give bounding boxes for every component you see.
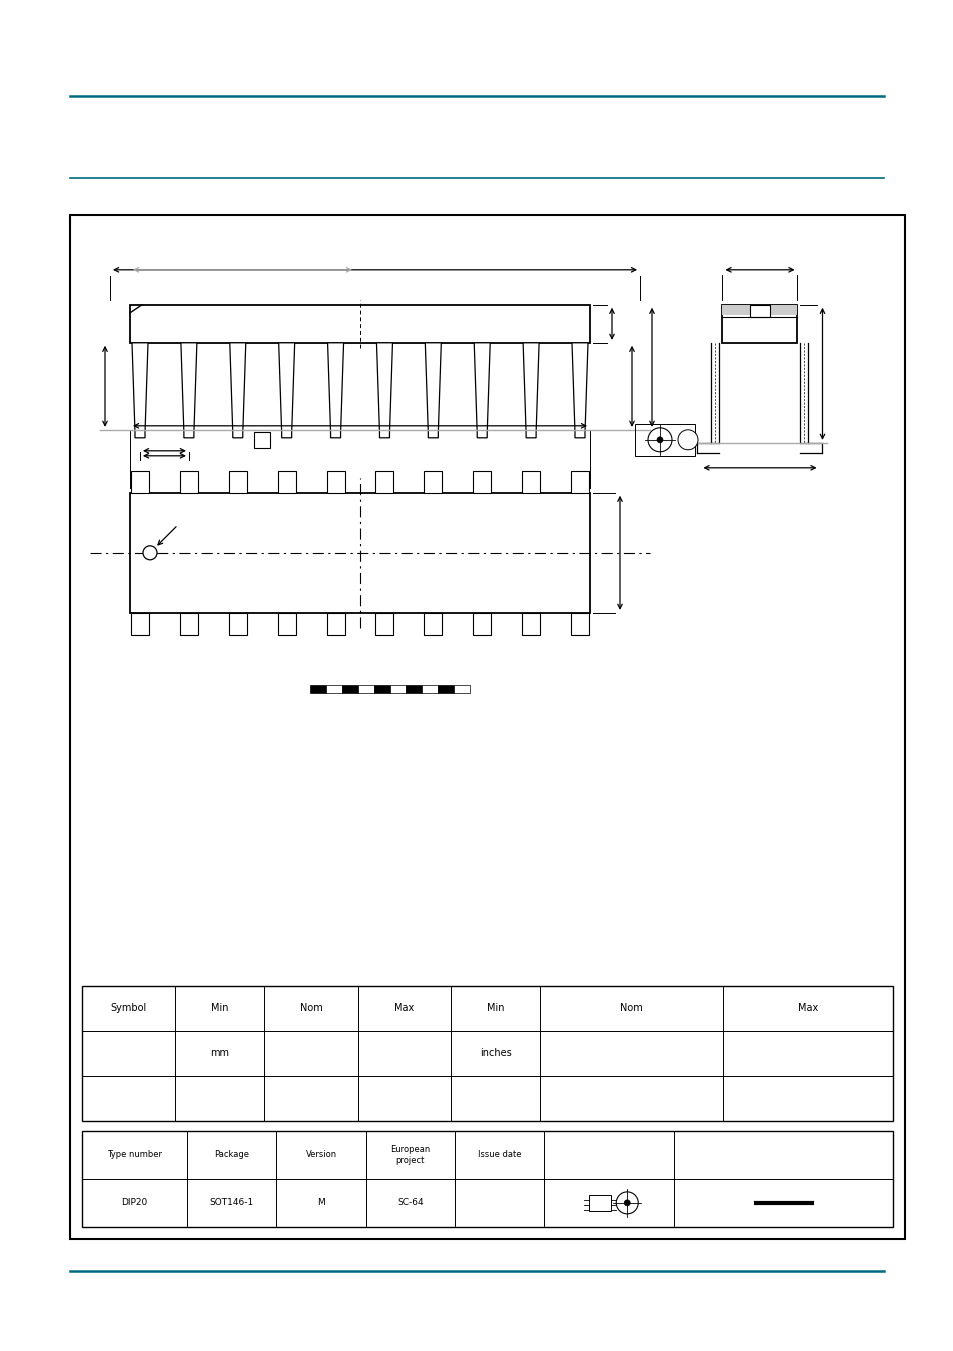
Text: Package: Package: [214, 1150, 249, 1159]
Bar: [721, 305, 797, 315]
Bar: [374, 685, 390, 693]
Bar: [357, 685, 374, 693]
Text: Min: Min: [486, 1004, 504, 1013]
Circle shape: [678, 430, 698, 450]
Circle shape: [657, 436, 662, 443]
Text: Type number: Type number: [107, 1150, 162, 1159]
Bar: [229, 470, 247, 493]
Polygon shape: [278, 343, 294, 438]
Circle shape: [623, 1200, 630, 1206]
Polygon shape: [327, 343, 343, 438]
Bar: [521, 470, 539, 493]
Polygon shape: [376, 343, 392, 438]
Text: European
project: European project: [390, 1146, 430, 1165]
Bar: [749, 305, 769, 316]
Bar: [310, 685, 326, 693]
Bar: [70, 215, 904, 1239]
Bar: [82, 1131, 892, 1227]
Text: inches: inches: [479, 1048, 511, 1058]
Bar: [180, 470, 197, 493]
Text: SOT146-1: SOT146-1: [210, 1198, 253, 1208]
Bar: [253, 432, 270, 447]
Circle shape: [143, 546, 157, 559]
Text: Version: Version: [305, 1150, 336, 1159]
Bar: [589, 1194, 611, 1210]
Bar: [635, 424, 695, 455]
Polygon shape: [132, 343, 148, 438]
Bar: [130, 493, 589, 613]
Bar: [341, 685, 357, 693]
Bar: [277, 613, 295, 635]
Bar: [130, 305, 589, 343]
Bar: [721, 305, 797, 343]
Polygon shape: [230, 343, 246, 438]
Bar: [521, 613, 539, 635]
Polygon shape: [474, 343, 490, 438]
Bar: [571, 470, 588, 493]
Bar: [424, 470, 442, 493]
Text: Symbol: Symbol: [111, 1004, 147, 1013]
Text: Max: Max: [394, 1004, 414, 1013]
Bar: [375, 613, 393, 635]
Bar: [390, 685, 406, 693]
Text: Nom: Nom: [619, 1004, 642, 1013]
Circle shape: [647, 428, 671, 451]
Bar: [130, 305, 589, 315]
Bar: [473, 613, 491, 635]
Text: DIP20: DIP20: [121, 1198, 148, 1208]
Text: Issue date: Issue date: [477, 1150, 521, 1159]
Bar: [82, 986, 892, 1121]
Polygon shape: [425, 343, 441, 438]
Bar: [571, 613, 588, 635]
Bar: [131, 613, 149, 635]
Bar: [326, 470, 344, 493]
Bar: [424, 613, 442, 635]
Bar: [180, 613, 197, 635]
Polygon shape: [522, 343, 538, 438]
Bar: [229, 613, 247, 635]
Bar: [326, 685, 341, 693]
Polygon shape: [572, 343, 587, 438]
Text: Nom: Nom: [299, 1004, 322, 1013]
Text: Min: Min: [211, 1004, 228, 1013]
Text: M: M: [317, 1198, 325, 1208]
Text: Max: Max: [797, 1004, 818, 1013]
Bar: [131, 470, 149, 493]
Text: SC-64: SC-64: [396, 1198, 423, 1208]
Bar: [326, 613, 344, 635]
Bar: [406, 685, 421, 693]
Bar: [375, 470, 393, 493]
Bar: [421, 685, 437, 693]
Bar: [437, 685, 454, 693]
Polygon shape: [181, 343, 196, 438]
Bar: [277, 470, 295, 493]
Text: mm: mm: [210, 1048, 229, 1058]
Bar: [473, 470, 491, 493]
Bar: [454, 685, 470, 693]
Circle shape: [616, 1192, 638, 1213]
